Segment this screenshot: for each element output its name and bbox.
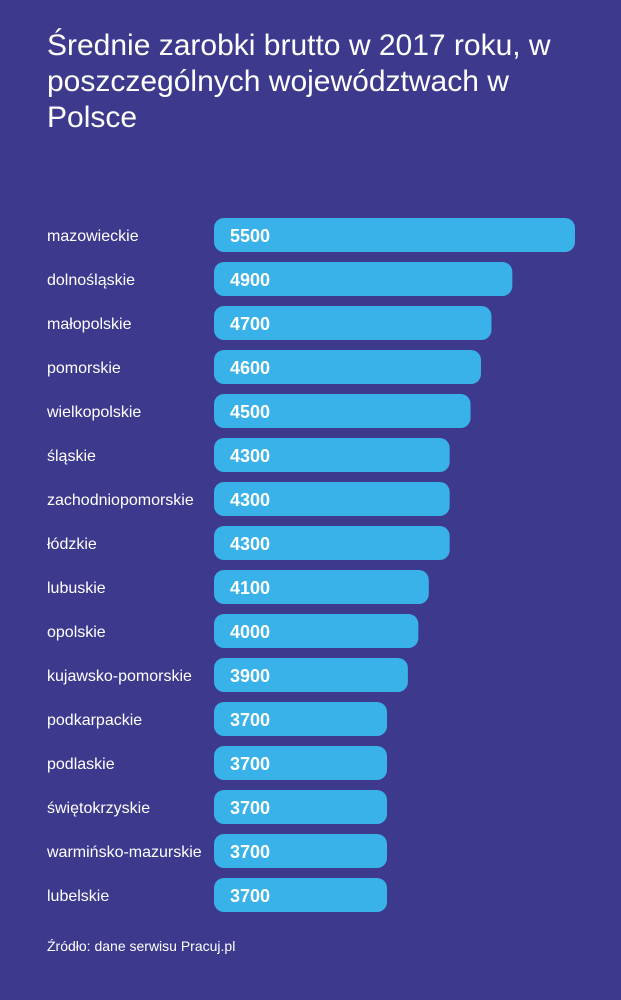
bar-value-label: 4100 bbox=[230, 578, 270, 598]
bar-value-label: 3700 bbox=[230, 886, 270, 906]
category-label: łódzkie bbox=[47, 536, 97, 553]
bar bbox=[214, 482, 450, 516]
bar bbox=[214, 790, 387, 824]
bar-value-label: 4600 bbox=[230, 358, 270, 378]
bar-value-label: 3900 bbox=[230, 666, 270, 686]
category-label: podlaskie bbox=[47, 756, 115, 773]
bar bbox=[214, 306, 492, 340]
category-label: świętokrzyskie bbox=[47, 800, 150, 817]
bar-value-label: 4300 bbox=[230, 490, 270, 510]
bar-value-label: 3700 bbox=[230, 798, 270, 818]
category-label: kujawsko-pomorskie bbox=[47, 668, 192, 685]
category-label: lubelskie bbox=[47, 888, 109, 905]
bar bbox=[214, 658, 408, 692]
bar-value-label: 4900 bbox=[230, 270, 270, 290]
category-label: mazowieckie bbox=[47, 228, 139, 245]
bar bbox=[214, 526, 450, 560]
category-label: śląskie bbox=[47, 448, 96, 465]
bar-value-label: 3700 bbox=[230, 842, 270, 862]
category-label: lubuskie bbox=[47, 580, 106, 597]
category-label: dolnośląskie bbox=[47, 272, 135, 289]
source-note: Źródło: dane serwisu Pracuj.pl bbox=[47, 938, 236, 954]
category-label: warmińsko-mazurskie bbox=[46, 844, 202, 861]
category-label: podkarpackie bbox=[47, 712, 142, 729]
bar bbox=[214, 746, 387, 780]
category-label: wielkopolskie bbox=[46, 404, 141, 421]
bar bbox=[214, 614, 419, 648]
bar-value-label: 4500 bbox=[230, 402, 270, 422]
bar bbox=[214, 834, 387, 868]
bar-value-label: 4000 bbox=[230, 622, 270, 642]
bar bbox=[214, 570, 429, 604]
bar bbox=[214, 702, 387, 736]
bar bbox=[214, 350, 481, 384]
category-label: zachodniopomorskie bbox=[47, 492, 194, 509]
category-label: opolskie bbox=[47, 624, 106, 641]
page-title: Średnie zarobki brutto w 2017 roku, w po… bbox=[47, 29, 551, 134]
bar-value-label: 3700 bbox=[230, 710, 270, 730]
bar-value-label: 4300 bbox=[230, 534, 270, 554]
bar-value-label: 4700 bbox=[230, 314, 270, 334]
bar bbox=[214, 218, 575, 252]
category-label: małopolskie bbox=[47, 316, 132, 333]
bar-value-label: 4300 bbox=[230, 446, 270, 466]
bar bbox=[214, 438, 450, 472]
category-label: pomorskie bbox=[47, 360, 121, 377]
bar bbox=[214, 394, 471, 428]
bar bbox=[214, 878, 387, 912]
bar bbox=[214, 262, 513, 296]
bar-value-label: 3700 bbox=[230, 754, 270, 774]
bar-value-label: 5500 bbox=[230, 226, 270, 246]
